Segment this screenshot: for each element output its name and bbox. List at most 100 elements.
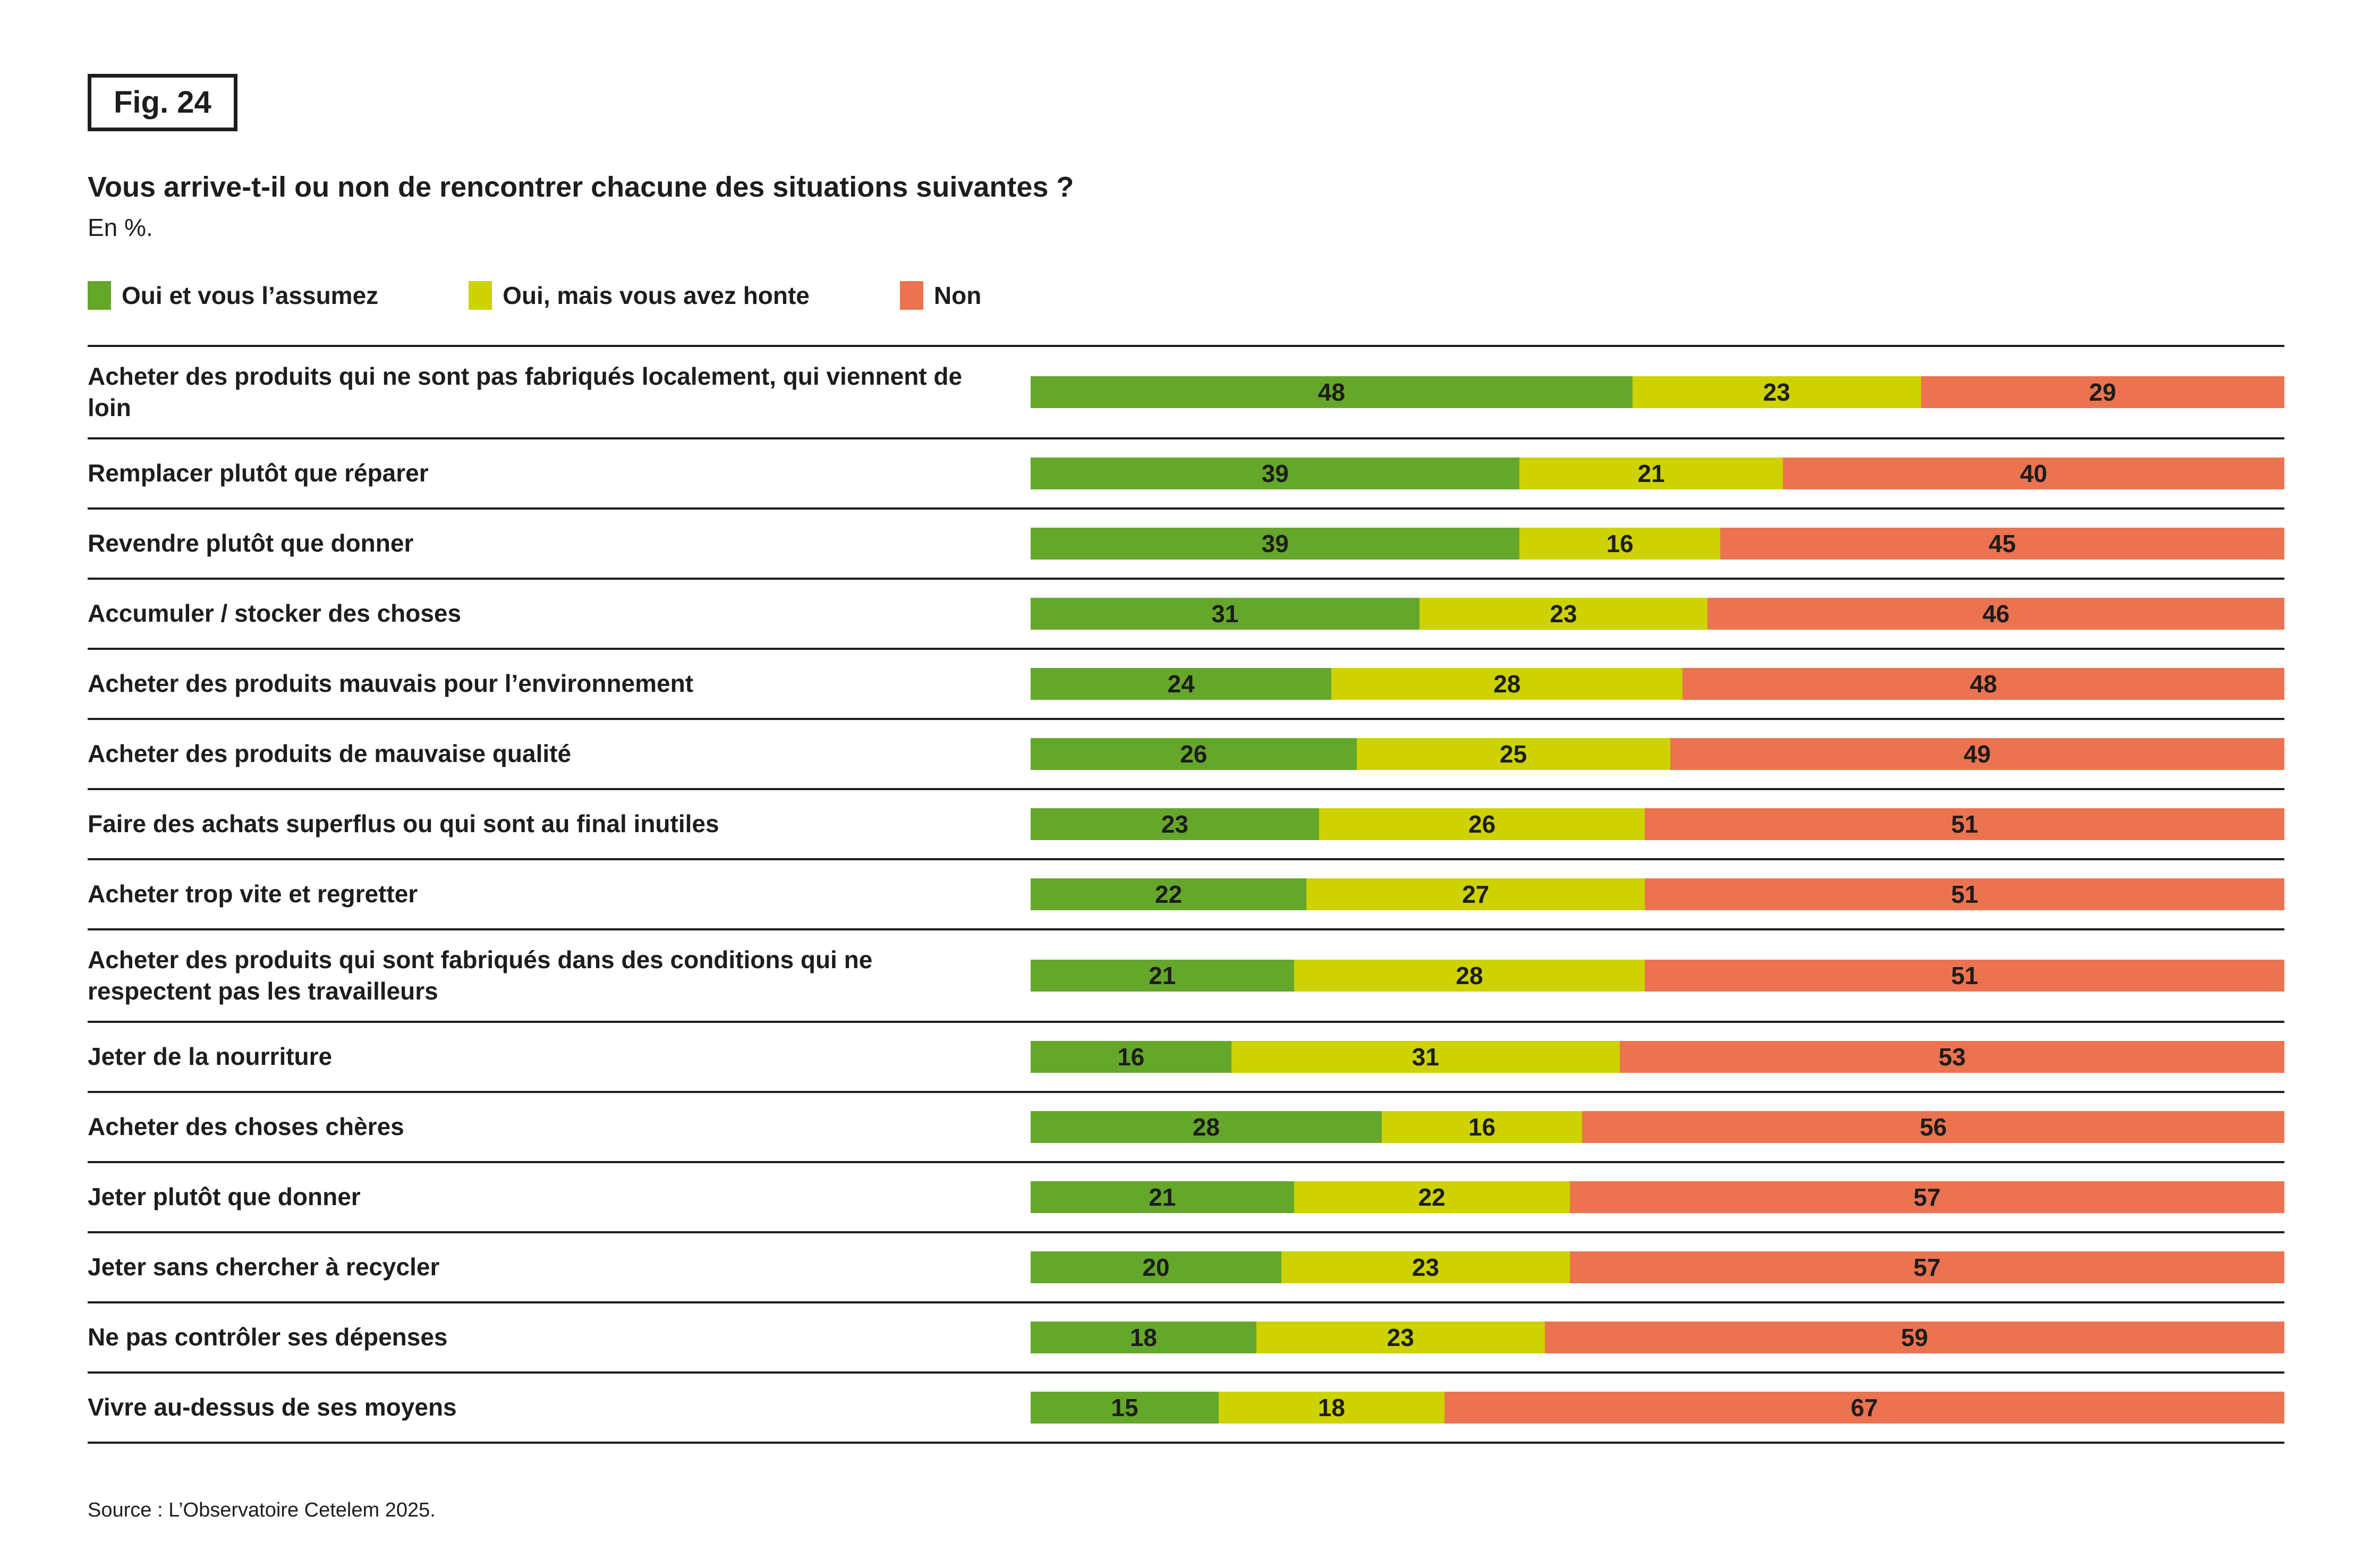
legend-label: Oui, mais vous avez honte: [503, 282, 810, 310]
row-label: Acheter des produits qui sont fabriqués …: [88, 945, 873, 1005]
bar-value: 57: [1913, 1183, 1941, 1211]
row-label: Faire des achats superflus ou qui sont a…: [88, 810, 719, 838]
bar-value: 51: [1951, 810, 1978, 838]
chart-row: Acheter trop vite et regretter 22 27 51: [88, 858, 2284, 928]
legend-label: Oui et vous l’assumez: [122, 282, 379, 310]
bar-value: 28: [1192, 1113, 1220, 1141]
bar-segment-oui-honte: 16: [1381, 1111, 1583, 1143]
bar-segment-oui-assume: 16: [1031, 1040, 1231, 1073]
row-label: Vivre au-dessus de ses moyens: [88, 1393, 457, 1421]
bar-track: 39 16 45: [1031, 527, 2284, 560]
bar-segment-non: 46: [1707, 597, 2284, 630]
chart-row: Ne pas contrôler ses dépenses 18 23 59: [88, 1301, 2284, 1371]
row-label: Acheter des choses chères: [88, 1113, 404, 1141]
bar-value: 16: [1468, 1113, 1496, 1141]
bar-value: 48: [1318, 378, 1345, 406]
legend-item: Oui et vous l’assumez: [88, 281, 378, 310]
bar-track: 15 18 67: [1031, 1391, 2284, 1424]
bar-value: 23: [1550, 599, 1577, 628]
chart-row: Jeter plutôt que donner 21 22 57: [88, 1161, 2284, 1231]
bar-segment-oui-honte: 22: [1294, 1181, 1570, 1213]
bar-segment-non: 67: [1444, 1391, 2284, 1424]
chart-row: Jeter de la nourriture 16 31 53: [88, 1020, 2284, 1091]
bar-segment-oui-honte: 28: [1294, 959, 1645, 992]
source-note: Source : L’Observatoire Cetelem 2025.: [88, 1498, 436, 1521]
bar-value: 16: [1606, 529, 1634, 557]
chart-row: Acheter des produits mauvais pour l’envi…: [88, 647, 2284, 718]
bar-segment-oui-assume: 21: [1031, 959, 1294, 992]
bar-track: 18 23 59: [1031, 1321, 2284, 1353]
bar-segment-oui-assume: 24: [1031, 667, 1332, 700]
bar-segment-oui-honte: 27: [1306, 878, 1645, 910]
bar-segment-non: 45: [1720, 527, 2284, 560]
chart-row: Acheter des choses chères 28 16 56: [88, 1090, 2284, 1161]
bar-value: 57: [1913, 1253, 1941, 1281]
bar-segment-oui-honte: 18: [1219, 1391, 1444, 1424]
bar-segment-oui-assume: 39: [1031, 527, 1520, 560]
row-label: Ne pas contrôler ses dépenses: [88, 1323, 448, 1351]
bar-value: 18: [1129, 1323, 1157, 1351]
bar-segment-non: 51: [1645, 959, 2284, 992]
chart-title: Vous arrive-t-il ou non de rencontrer ch…: [88, 171, 1074, 203]
bar-value: 22: [1418, 1183, 1446, 1211]
chart-row: Revendre plutôt que donner 39 16 45: [88, 507, 2284, 578]
bar-track: 28 16 56: [1031, 1111, 2284, 1143]
bar-segment-oui-honte: 23: [1281, 1251, 1570, 1283]
bar-value: 16: [1117, 1043, 1145, 1071]
chart-subtitle: En %.: [88, 214, 153, 242]
bar-segment-oui-honte: 21: [1519, 457, 1783, 489]
bar-track: 26 25 49: [1031, 738, 2284, 770]
row-label: Jeter plutôt que donner: [88, 1183, 361, 1211]
bar-segment-non: 53: [1620, 1040, 2284, 1073]
row-label: Revendre plutôt que donner: [88, 529, 414, 557]
bar-value: 28: [1456, 961, 1483, 989]
row-label: Jeter sans chercher à recycler: [88, 1253, 440, 1281]
bar-value: 40: [2020, 459, 2047, 487]
bar-value: 31: [1211, 599, 1239, 628]
bar-value: 39: [1261, 529, 1289, 557]
stacked-bar-chart: Acheter des produits qui ne sont pas fab…: [88, 345, 2284, 1444]
bar-track: 48 23 29: [1031, 376, 2284, 408]
bar-segment-oui-assume: 21: [1031, 1181, 1294, 1213]
bar-segment-non: 29: [1920, 376, 2284, 408]
bar-value: 46: [1982, 599, 2010, 628]
bar-segment-non: 59: [1544, 1321, 2284, 1353]
bar-value: 51: [1951, 961, 1978, 989]
bar-value: 28: [1493, 670, 1521, 698]
bar-value: 26: [1468, 810, 1496, 838]
bar-value: 15: [1111, 1393, 1138, 1421]
bar-segment-oui-honte: 23: [1419, 597, 1708, 630]
bar-value: 20: [1142, 1253, 1170, 1281]
bar-value: 23: [1412, 1253, 1439, 1281]
bar-track: 22 27 51: [1031, 878, 2284, 910]
bar-segment-non: 48: [1682, 667, 2284, 700]
chart-row: Acheter des produits de mauvaise qualité…: [88, 717, 2284, 788]
bar-value: 21: [1637, 459, 1665, 487]
bar-value: 59: [1901, 1323, 1928, 1351]
bar-value: 23: [1387, 1323, 1414, 1351]
bar-segment-oui-assume: 48: [1031, 376, 1633, 408]
bar-value: 27: [1462, 880, 1490, 908]
bar-track: 21 22 57: [1031, 1181, 2284, 1213]
bar-value: 26: [1180, 740, 1208, 768]
row-label: Accumuler / stocker des choses: [88, 599, 462, 628]
bar-value: 23: [1161, 810, 1188, 838]
bar-segment-oui-assume: 28: [1031, 1111, 1382, 1143]
bar-value: 56: [1919, 1113, 1947, 1141]
row-label: Acheter des produits qui ne sont pas fab…: [88, 362, 963, 421]
legend-item: Oui, mais vous avez honte: [469, 281, 810, 310]
legend-swatch: [88, 281, 111, 310]
bar-segment-non: 57: [1569, 1181, 2284, 1213]
bar-value: 18: [1318, 1393, 1345, 1421]
bar-segment-non: 51: [1645, 808, 2284, 840]
row-label: Remplacer plutôt que réparer: [88, 459, 429, 487]
chart-row: Vivre au-dessus de ses moyens 15 18 67: [88, 1371, 2284, 1442]
row-label: Acheter trop vite et regretter: [88, 880, 418, 908]
bar-segment-oui-assume: 22: [1031, 878, 1307, 910]
bar-segment-oui-assume: 23: [1031, 808, 1319, 840]
chart-row: Accumuler / stocker des choses 31 23 46: [88, 577, 2284, 648]
bar-value: 21: [1149, 1183, 1176, 1211]
bar-segment-non: 40: [1782, 457, 2284, 489]
bar-track: 24 28 48: [1031, 667, 2284, 700]
